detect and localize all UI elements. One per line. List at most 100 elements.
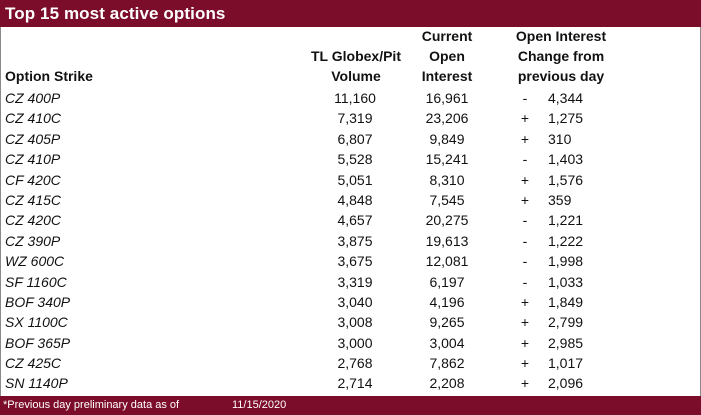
cell-oi-change: 1,222 xyxy=(548,232,584,249)
cell-option-strike: CZ 390P xyxy=(5,232,61,249)
cell-oi-change: 310 xyxy=(548,130,572,147)
table-row: BOF 340P 3,040 4,196 +1,849 xyxy=(0,293,701,313)
cell-volume: 2,768 xyxy=(337,355,373,372)
cell-option-strike: CZ 405P xyxy=(5,130,61,147)
cell-oi-change: 1,403 xyxy=(548,151,584,168)
cell-change-sign: + xyxy=(520,191,530,208)
table-row: CZ 410P 5,528 15,241 - 1,403 xyxy=(0,150,701,170)
cell-option-strike: CZ 410P xyxy=(5,151,61,168)
cell-change-sign: - xyxy=(522,90,528,106)
table-title: Top 15 most active options xyxy=(5,4,226,23)
cell-oi-change: 1,221 xyxy=(548,212,584,229)
cell-volume: 3,875 xyxy=(337,232,373,249)
cell-change-sign: - xyxy=(522,273,528,290)
header-option-strike: Option Strike xyxy=(5,68,93,84)
cell-option-strike: CZ 420C xyxy=(5,212,62,229)
cell-open-interest: 12,081 xyxy=(425,253,469,270)
cell-open-interest: 8,310 xyxy=(429,171,465,188)
cell-open-interest: 4,196 xyxy=(429,293,465,310)
cell-option-strike: CZ 415C xyxy=(5,191,62,208)
cell-volume: 3,000 xyxy=(337,334,373,351)
cell-volume: 7,319 xyxy=(337,110,373,127)
cell-option-strike: BOF 340P xyxy=(5,293,71,310)
cell-volume: 5,051 xyxy=(337,171,373,188)
cell-open-interest: 23,206 xyxy=(425,110,469,127)
cell-change-sign: + xyxy=(520,293,530,310)
cell-option-strike: SN 1140P xyxy=(5,375,68,392)
cell-open-interest: 6,197 xyxy=(429,273,465,290)
cell-open-interest: 3,004 xyxy=(429,334,465,351)
cell-change-sign: - xyxy=(522,212,528,229)
table-row: CZ 420C 4,657 20,275 - 1,221 xyxy=(0,211,701,231)
table-body: CZ 400P 11,160 16,961 - 4,344 CZ 410C 7,319 23,… xyxy=(0,89,701,395)
cell-oi-change: 359 xyxy=(548,191,572,208)
cell-option-strike: SX 1100C xyxy=(5,314,68,331)
header-open-interest: Current Open Interest xyxy=(421,28,473,84)
cell-open-interest: 7,862 xyxy=(429,355,465,372)
cell-option-strike: CZ 400P xyxy=(5,90,61,106)
table-row: WZ 600C 3,675 12,081 - 1,998 xyxy=(0,252,701,272)
cell-oi-change: 4,344 xyxy=(548,90,584,106)
cell-change-sign: - xyxy=(522,253,528,270)
cell-oi-change: 2,985 xyxy=(548,334,584,351)
cell-open-interest: 2,208 xyxy=(429,375,465,392)
cell-open-interest: 16,961 xyxy=(425,90,469,106)
footer-note: *Previous day preliminary data as of xyxy=(3,399,180,411)
cell-option-strike: WZ 600C xyxy=(5,253,65,270)
cell-change-sign: + xyxy=(520,355,530,372)
cell-volume: 3,040 xyxy=(337,293,373,310)
cell-open-interest: 9,849 xyxy=(429,130,465,147)
cell-change-sign: - xyxy=(522,232,528,249)
cell-change-sign: + xyxy=(520,130,530,147)
cell-volume: 11,160 xyxy=(334,90,376,106)
cell-oi-change: 2,096 xyxy=(548,375,584,392)
table-row: CZ 400P 11,160 16,961 - 4,344 xyxy=(0,89,701,109)
cell-volume: 3,008 xyxy=(337,314,373,331)
table-row: CF 420C 5,051 8,310 +1,576 xyxy=(0,171,701,191)
cell-change-sign: + xyxy=(520,171,530,188)
footer-bar: *Previous day preliminary data as of 11/… xyxy=(0,396,701,415)
cell-option-strike: BOF 365P xyxy=(5,334,71,351)
cell-oi-change: 1,998 xyxy=(548,253,584,270)
cell-volume: 3,319 xyxy=(337,273,373,290)
cell-change-sign: + xyxy=(520,110,530,127)
cell-change-sign: + xyxy=(520,334,530,351)
cell-volume: 6,807 xyxy=(337,130,373,147)
cell-volume: 4,848 xyxy=(337,191,373,208)
table-row: CZ 410C 7,319 23,206 +1,275 xyxy=(0,109,701,129)
cell-change-sign: - xyxy=(522,151,528,168)
cell-open-interest: 20,275 xyxy=(425,212,469,229)
cell-change-sign: + xyxy=(520,375,530,392)
cell-open-interest: 19,613 xyxy=(425,232,469,249)
cell-oi-change: 1,849 xyxy=(548,293,584,310)
table-row: CZ 405P 6,807 9,849 +310 xyxy=(0,130,701,150)
cell-open-interest: 9,265 xyxy=(429,314,465,331)
table-row: SX 1100C 3,008 9,265 +2,799 xyxy=(0,313,701,333)
cell-option-strike: CF 420C xyxy=(5,171,61,188)
cell-volume: 3,675 xyxy=(337,253,373,270)
header-volume: TL Globex/Pit Volume xyxy=(311,48,401,84)
table-row: CZ 390P 3,875 19,613 - 1,222 xyxy=(0,232,701,252)
title-bar: Top 15 most active options xyxy=(0,0,701,27)
cell-option-strike: CZ 410C xyxy=(5,110,62,127)
table-row: SF 1160C 3,319 6,197 - 1,033 xyxy=(0,273,701,293)
cell-oi-change: 1,576 xyxy=(548,171,584,188)
cell-open-interest: 7,545 xyxy=(429,191,465,208)
cell-oi-change: 1,033 xyxy=(548,273,584,290)
cell-option-strike: CZ 425C xyxy=(5,355,62,372)
header-oi-change: Open Interest Change from previous day xyxy=(515,28,607,84)
table-row: CZ 415C 4,848 7,545 +359 xyxy=(0,191,701,211)
cell-oi-change: 1,017 xyxy=(548,355,584,372)
footer-date: 11/15/2020 xyxy=(232,399,287,411)
table-row: CZ 425C 2,768 7,862 +1,017 xyxy=(0,354,701,374)
cell-change-sign: + xyxy=(520,314,530,331)
cell-volume: 2,714 xyxy=(337,375,373,392)
cell-oi-change: 2,799 xyxy=(548,314,584,331)
cell-option-strike: SF 1160C xyxy=(5,273,67,290)
cell-volume: 5,528 xyxy=(337,151,373,168)
cell-oi-change: 1,275 xyxy=(548,110,584,127)
cell-open-interest: 15,241 xyxy=(425,151,469,168)
table-row: BOF 365P 3,000 3,004 +2,985 xyxy=(0,334,701,354)
table-row: SN 1140P 2,714 2,208 +2,096 xyxy=(0,374,701,394)
cell-volume: 4,657 xyxy=(337,212,373,229)
